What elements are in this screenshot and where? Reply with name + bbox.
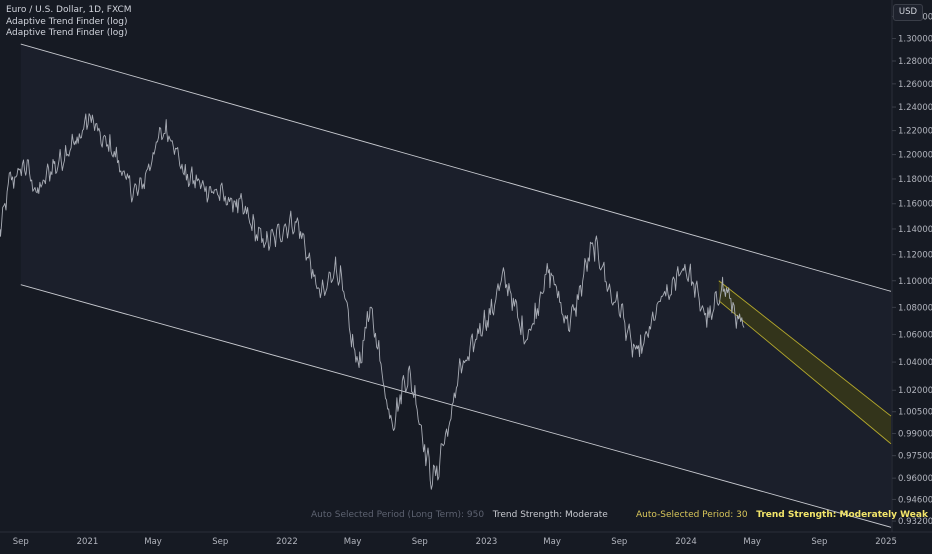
y-tick-label: 1.18000 <box>898 175 932 185</box>
price-axis[interactable]: 1.320001.300001.280001.260001.240001.220… <box>892 12 932 527</box>
y-tick-label: 0.97500 <box>898 452 932 462</box>
y-tick-label: 1.10000 <box>898 277 932 287</box>
indicator-label-2[interactable]: Adaptive Trend Finder (log) <box>6 28 128 38</box>
short-term-channel <box>718 280 892 445</box>
y-tick-label: 1.24000 <box>898 103 932 113</box>
short-channel-upper-line[interactable] <box>718 280 892 417</box>
x-tick-label: Sep <box>412 537 428 547</box>
y-tick-label: 1.26000 <box>898 80 932 90</box>
short-channel-lower-line[interactable] <box>718 300 892 445</box>
y-tick-label: 1.12000 <box>898 251 932 261</box>
x-tick-label: May <box>543 537 561 547</box>
x-tick-label: 2021 <box>77 537 99 547</box>
x-tick-label: Sep <box>212 537 228 547</box>
x-tick-label: 2022 <box>276 537 298 547</box>
x-tick-label: Sep <box>611 537 627 547</box>
y-tick-label: 1.00500 <box>898 408 932 418</box>
y-tick-label: 1.30000 <box>898 35 932 45</box>
y-tick-label: 1.08000 <box>898 303 932 313</box>
short-period-label: Auto-Selected Period: 30 <box>636 510 748 520</box>
indicator-label-1[interactable]: Adaptive Trend Finder (log) <box>6 16 128 27</box>
short-strength-label: Trend Strength: Moderately Weak <box>756 510 928 520</box>
y-tick-label: 0.93200 <box>898 517 932 527</box>
long-term-channel <box>20 43 892 528</box>
price-series-line[interactable] <box>0 113 745 490</box>
long-period-label: Auto Selected Period (Long Term): 950 <box>311 510 485 520</box>
x-tick-label: May <box>344 537 362 547</box>
long-strength-label: Trend Strength: Moderate <box>492 510 608 520</box>
y-tick-label: 0.94600 <box>898 495 932 505</box>
x-tick-label: May <box>144 537 162 547</box>
x-tick-label: 2024 <box>675 537 697 547</box>
symbol-title[interactable]: Euro / U.S. Dollar, 1D, FXCM <box>6 5 132 15</box>
currency-button[interactable]: USD <box>893 4 923 21</box>
x-tick-label: 2023 <box>476 537 498 547</box>
y-tick-label: 1.28000 <box>898 57 932 67</box>
x-tick-label: Sep <box>13 537 29 547</box>
y-tick-label: 1.14000 <box>898 225 932 235</box>
long-channel-fill <box>20 44 891 528</box>
y-tick-label: 0.99000 <box>898 430 932 440</box>
y-tick-label: 1.06000 <box>898 330 932 340</box>
y-tick-label: 1.04000 <box>898 358 932 368</box>
y-tick-label: 1.02000 <box>898 386 932 396</box>
time-axis[interactable]: Sep 2021 May Sep 2022 May Sep 2023 May Sep 2024 May… <box>13 537 897 547</box>
short-channel-fill <box>718 280 891 444</box>
y-tick-label: 1.22000 <box>898 127 932 137</box>
long-channel-upper-line[interactable] <box>20 43 892 292</box>
y-tick-label: 1.20000 <box>898 151 932 161</box>
long-term-info: Auto Selected Period (Long Term): 950 Tr… <box>311 510 608 520</box>
short-term-info: Auto-Selected Period: 30 Trend Strength:… <box>636 510 928 520</box>
x-tick-label: Sep <box>811 537 827 547</box>
y-tick-label: 0.96000 <box>898 474 932 484</box>
price-line-layer <box>0 113 745 490</box>
x-tick-label: 2025 <box>875 537 897 547</box>
long-channel-lower-line[interactable] <box>20 284 892 528</box>
chart-legend: Euro / U.S. Dollar, 1D, FXCM Adaptive Tr… <box>6 5 132 40</box>
x-tick-label: May <box>743 537 761 547</box>
y-tick-label: 1.16000 <box>898 200 932 210</box>
